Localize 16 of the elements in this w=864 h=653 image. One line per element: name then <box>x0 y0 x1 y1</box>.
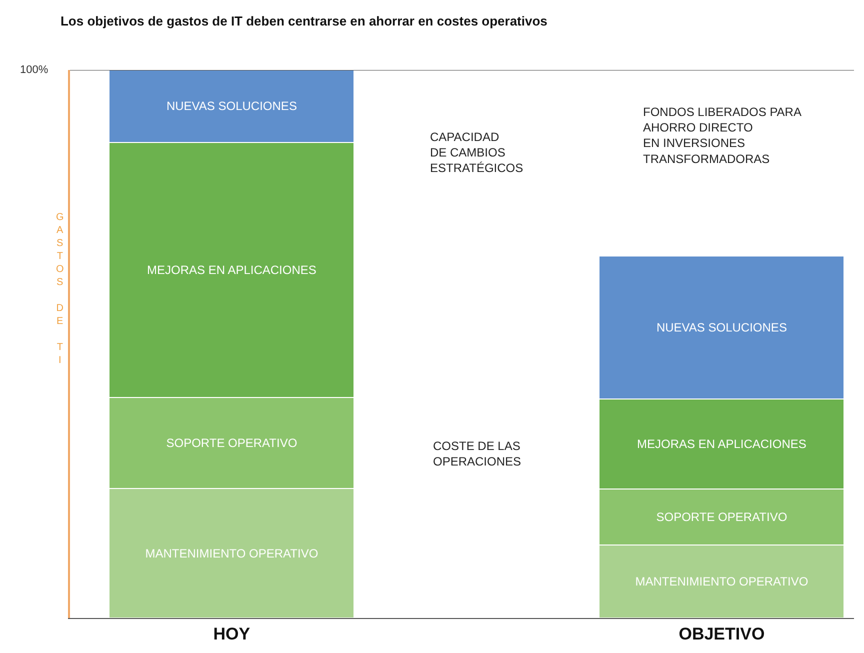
ref-line-label: 100% <box>20 64 48 76</box>
series-label: MEJORAS EN APLICACIONES <box>637 437 806 452</box>
chart-title: Los objetivos de gastos de IT deben centrarse en ahorrar en costes operativos <box>60 13 548 28</box>
series-label: NUEVAS SOLUCIONES <box>166 99 297 114</box>
annotation: FONDOS LIBERADOS PARA AHORRO DIRECTO EN INVERSIONES TRANSFORMADORAS <box>643 105 802 166</box>
x-tick-label: OBJETIVO <box>678 624 765 644</box>
annotation: COSTE DE LAS OPERACIONES <box>433 439 522 469</box>
annotation: CAPACIDAD DE CAMBIOS ESTRATÉGICOS <box>430 130 524 176</box>
text: GASTOS DE TI <box>56 212 64 366</box>
x-tick-label: HOY <box>213 624 251 644</box>
series-label: MANTENIMIENTO OPERATIVO <box>635 574 808 589</box>
series-label: SOPORTE OPERATIVO <box>656 510 788 524</box>
text: MANTENIMIENTO OPERATIVO <box>145 546 318 560</box>
text: SOPORTE OPERATIVO <box>166 436 298 450</box>
text: MEJORAS EN APLICACIONES <box>147 263 316 278</box>
text: NUEVAS SOLUCIONES <box>656 320 787 334</box>
